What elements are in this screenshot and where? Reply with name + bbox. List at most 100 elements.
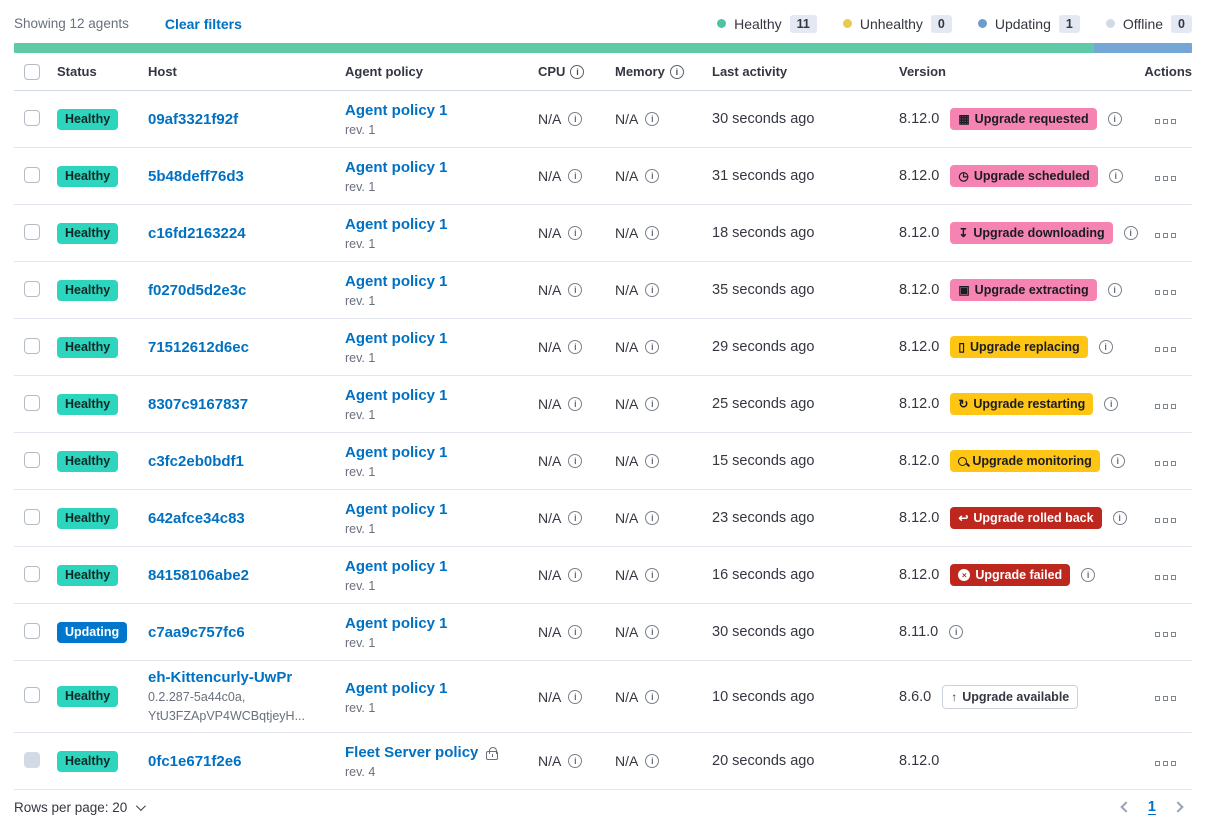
agent-policy-link[interactable]: Agent policy 1 bbox=[345, 273, 448, 290]
info-icon[interactable]: i bbox=[645, 689, 660, 704]
info-icon[interactable]: i bbox=[1098, 340, 1113, 354]
info-icon[interactable]: i bbox=[1112, 511, 1127, 525]
info-icon[interactable]: i bbox=[1110, 454, 1125, 468]
host-link[interactable]: 09af3321f92f bbox=[148, 110, 239, 128]
row-actions-button[interactable] bbox=[1151, 514, 1180, 527]
row-checkbox[interactable] bbox=[24, 394, 40, 411]
info-icon[interactable]: i bbox=[645, 283, 660, 297]
host-link[interactable]: 71512612d6ec bbox=[148, 338, 249, 356]
info-icon[interactable]: i bbox=[645, 754, 660, 768]
policy-revision: rev. 1 bbox=[345, 294, 376, 308]
info-icon[interactable]: i bbox=[568, 454, 583, 468]
host-link[interactable]: f0270d5d2e3c bbox=[148, 281, 247, 299]
info-icon[interactable]: i bbox=[568, 340, 583, 354]
host-link[interactable]: 5b48deff76d3 bbox=[148, 167, 244, 185]
row-actions-button[interactable] bbox=[1151, 286, 1180, 299]
info-icon[interactable]: i bbox=[568, 169, 583, 183]
info-icon[interactable]: i bbox=[1108, 169, 1123, 183]
agent-policy-link[interactable]: Agent policy 1 bbox=[345, 216, 448, 233]
row-actions-button[interactable] bbox=[1151, 115, 1180, 128]
info-icon[interactable]: i bbox=[645, 340, 660, 354]
info-icon[interactable]: i bbox=[568, 754, 583, 768]
legend-filter-healthy[interactable]: Healthy 11 bbox=[717, 14, 817, 33]
row-actions-button[interactable] bbox=[1151, 757, 1180, 770]
info-icon[interactable]: i bbox=[568, 568, 583, 582]
host-link[interactable]: c7aa9c757fc6 bbox=[148, 623, 245, 641]
info-icon[interactable]: i bbox=[645, 511, 660, 525]
host-link[interactable]: 642afce34c83 bbox=[148, 509, 245, 527]
rows-per-page-selector[interactable]: Rows per page: 20 bbox=[14, 800, 147, 815]
info-icon[interactable]: i bbox=[568, 112, 583, 126]
info-icon[interactable]: i bbox=[669, 64, 684, 79]
agent-policy-link[interactable]: Agent policy 1 bbox=[345, 558, 448, 575]
row-checkbox[interactable] bbox=[24, 109, 40, 126]
policy-revision: rev. 1 bbox=[345, 237, 376, 251]
agent-policy-link[interactable]: Agent policy 1 bbox=[345, 387, 448, 404]
info-icon[interactable]: i bbox=[645, 454, 660, 468]
agent-policy-link[interactable]: Agent policy 1 bbox=[345, 679, 448, 697]
info-icon[interactable]: i bbox=[568, 625, 583, 639]
legend-filter-updating[interactable]: Updating 1 bbox=[977, 14, 1080, 33]
info-icon[interactable]: i bbox=[1107, 112, 1122, 126]
row-checkbox[interactable] bbox=[24, 451, 40, 468]
row-checkbox[interactable] bbox=[24, 565, 40, 582]
host-link[interactable]: eh-Kittencurly-UwPr bbox=[148, 669, 293, 686]
row-checkbox[interactable] bbox=[24, 622, 40, 639]
agent-policy-link[interactable]: Agent policy 1 bbox=[345, 444, 448, 461]
host-link[interactable]: 0fc1e671f2e6 bbox=[148, 752, 242, 770]
info-icon[interactable]: i bbox=[1123, 226, 1138, 240]
info-icon[interactable]: i bbox=[1081, 568, 1096, 582]
next-page-button[interactable] bbox=[1172, 801, 1184, 813]
host-link[interactable]: 84158106abe2 bbox=[148, 566, 249, 584]
info-icon[interactable]: i bbox=[645, 169, 660, 183]
info-icon[interactable]: i bbox=[645, 112, 660, 126]
agent-policy-link[interactable]: Agent policy 1 bbox=[345, 330, 448, 347]
info-icon[interactable]: i bbox=[568, 511, 583, 525]
info-icon[interactable]: i bbox=[1104, 397, 1119, 411]
info-icon[interactable]: i bbox=[645, 226, 660, 240]
table-header-row: Status Host Agent policy CPU i Memory i … bbox=[14, 53, 1192, 91]
row-checkbox[interactable] bbox=[24, 223, 40, 240]
info-icon[interactable]: i bbox=[1107, 283, 1122, 297]
agent-policy-link[interactable]: Agent policy 1 bbox=[345, 615, 448, 632]
legend-filter-unhealthy[interactable]: Unhealthy 0 bbox=[842, 14, 952, 33]
host-link[interactable]: c3fc2eb0bdf1 bbox=[148, 452, 244, 470]
legend-count-badge: 0 bbox=[1171, 14, 1192, 33]
select-all-checkbox[interactable] bbox=[24, 63, 40, 80]
row-checkbox[interactable] bbox=[24, 508, 40, 525]
info-icon[interactable]: i bbox=[645, 568, 660, 582]
lock-icon bbox=[486, 746, 499, 760]
row-actions-button[interactable] bbox=[1151, 628, 1180, 641]
page-number-1[interactable]: 1 bbox=[1147, 799, 1156, 815]
info-icon[interactable]: i bbox=[568, 283, 583, 297]
agent-policy-link[interactable]: Fleet Server policy bbox=[345, 744, 479, 761]
info-icon[interactable]: i bbox=[570, 64, 585, 79]
row-checkbox[interactable] bbox=[24, 687, 40, 703]
info-icon[interactable]: i bbox=[568, 689, 583, 704]
row-checkbox[interactable] bbox=[24, 337, 40, 354]
info-icon[interactable]: i bbox=[645, 397, 660, 411]
row-checkbox[interactable] bbox=[24, 166, 40, 183]
host-link[interactable]: c16fd2163224 bbox=[148, 224, 246, 242]
status-legend: Healthy 11 Unhealthy 0 Updating 1 Offlin… bbox=[717, 14, 1192, 33]
legend-label: Offline bbox=[1122, 15, 1164, 32]
row-actions-button[interactable] bbox=[1151, 571, 1180, 584]
previous-page-button[interactable] bbox=[1120, 801, 1132, 813]
clear-filters-link[interactable]: Clear filters bbox=[164, 15, 242, 32]
info-icon[interactable]: i bbox=[568, 226, 583, 240]
agent-policy-link[interactable]: Agent policy 1 bbox=[345, 501, 448, 518]
info-icon[interactable]: i bbox=[949, 625, 964, 639]
row-actions-button[interactable] bbox=[1151, 172, 1180, 185]
legend-filter-offline[interactable]: Offline 0 bbox=[1105, 14, 1192, 33]
info-icon[interactable]: i bbox=[645, 625, 660, 639]
agent-policy-link[interactable]: Agent policy 1 bbox=[345, 102, 448, 119]
info-icon[interactable]: i bbox=[568, 397, 583, 411]
agent-policy-link[interactable]: Agent policy 1 bbox=[345, 159, 448, 176]
row-actions-button[interactable] bbox=[1151, 229, 1180, 242]
host-link[interactable]: 8307c9167837 bbox=[148, 395, 249, 413]
row-actions-button[interactable] bbox=[1151, 400, 1180, 413]
row-checkbox[interactable] bbox=[24, 280, 40, 297]
row-actions-button[interactable] bbox=[1151, 343, 1180, 356]
row-actions-button[interactable] bbox=[1151, 692, 1180, 705]
row-actions-button[interactable] bbox=[1151, 457, 1180, 470]
